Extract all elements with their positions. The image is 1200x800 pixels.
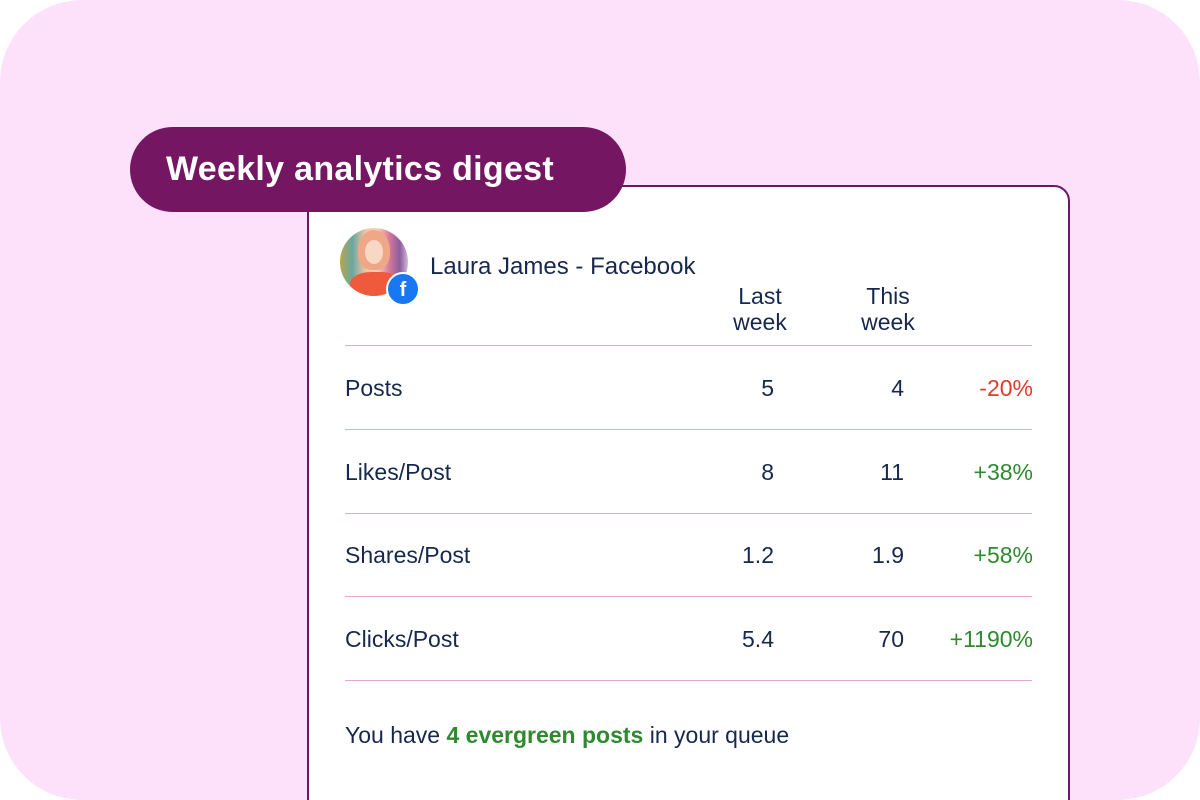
column-header-this-line1: This bbox=[866, 283, 910, 309]
last-week-value: 8 bbox=[761, 459, 774, 485]
avatar-face bbox=[365, 240, 383, 264]
queue-summary: You have 4 evergreen posts in your queue bbox=[345, 722, 789, 749]
last-week-value: 1.2 bbox=[742, 542, 774, 568]
change-value: +58% bbox=[973, 542, 1033, 568]
this-week-value: 4 bbox=[891, 375, 904, 401]
table-divider bbox=[345, 680, 1032, 681]
change-value: +1190% bbox=[949, 626, 1033, 652]
queue-summary-prefix: You have bbox=[345, 722, 447, 748]
table-divider bbox=[345, 513, 1032, 514]
column-header-this-line2: week bbox=[861, 309, 915, 335]
last-week-value: 5.4 bbox=[742, 626, 774, 652]
metric-label: Likes/Post bbox=[345, 459, 452, 485]
this-week-value: 70 bbox=[878, 626, 904, 652]
table-divider bbox=[345, 345, 1032, 346]
digest-card bbox=[307, 185, 1070, 800]
table-divider bbox=[345, 429, 1032, 430]
metric-label: Clicks/Post bbox=[345, 626, 459, 652]
last-week-value: 5 bbox=[761, 375, 774, 401]
change-value: +38% bbox=[973, 459, 1033, 485]
change-value: -20% bbox=[979, 375, 1033, 401]
this-week-value: 1.9 bbox=[872, 542, 904, 568]
this-week-value: 11 bbox=[880, 459, 904, 485]
evergreen-count-link[interactable]: 4 evergreen posts bbox=[446, 722, 644, 748]
digest-title: Weekly analytics digest bbox=[130, 127, 626, 212]
metric-label: Posts bbox=[345, 375, 403, 401]
metric-label: Shares/Post bbox=[345, 542, 471, 568]
column-header-this-week: This week bbox=[828, 283, 948, 335]
column-header-last-line1: Last bbox=[738, 283, 782, 309]
account-name: Laura James - Facebook bbox=[430, 253, 696, 280]
facebook-icon: f bbox=[386, 272, 420, 306]
column-header-last-line2: week bbox=[733, 309, 787, 335]
table-divider bbox=[345, 596, 1032, 597]
column-header-last-week: Last week bbox=[700, 283, 820, 335]
queue-summary-suffix: in your queue bbox=[643, 722, 790, 748]
